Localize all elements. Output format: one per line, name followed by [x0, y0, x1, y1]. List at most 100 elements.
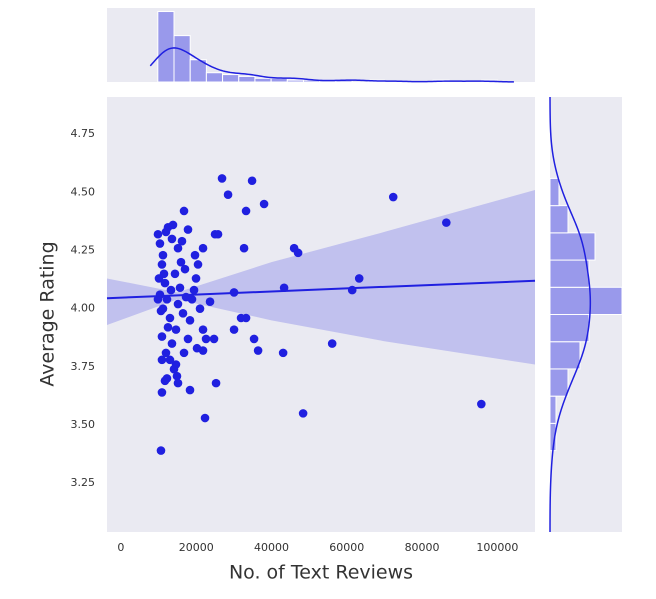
scatter-point [229, 325, 239, 334]
scatter-point [185, 385, 195, 395]
scatter-point [239, 243, 249, 253]
scatter-point [157, 332, 167, 341]
y-axis-label: Average Rating [37, 241, 59, 386]
scatter-point [201, 334, 211, 344]
x-hist-bar [205, 72, 224, 83]
scatter-point [175, 283, 185, 293]
scatter-point [298, 409, 308, 418]
y-tick-label: 4.00 [71, 302, 96, 315]
scatter-point [327, 339, 337, 348]
scatter-point [171, 360, 181, 369]
scatter-point [160, 376, 170, 386]
x-kde-curve [149, 47, 514, 83]
scatter-point [158, 250, 168, 260]
scatter-point [156, 306, 166, 316]
y-hist-bar [549, 368, 569, 397]
y-kde-curve [549, 96, 592, 533]
regression-line [106, 279, 536, 300]
y-tick-label: 4.25 [71, 244, 96, 257]
scatter-point [191, 274, 201, 283]
y-hist-bar [549, 177, 560, 207]
scatter-point [210, 229, 220, 239]
y-hist-bar [549, 259, 590, 288]
scatter-point [157, 355, 167, 365]
scatter-point [176, 257, 186, 267]
x-tick-label: 40000 [254, 541, 289, 554]
scatter-point [154, 274, 164, 283]
scatter-point [185, 316, 195, 325]
scatter-point [198, 325, 208, 334]
scatter-point [156, 446, 166, 455]
scatter-point [278, 348, 288, 358]
x-hist-bar [286, 79, 304, 83]
scatter-point [477, 399, 486, 409]
y-hist-bar [549, 314, 590, 343]
scatter-point [183, 334, 193, 344]
scatter-point [170, 269, 180, 279]
scatter-point [183, 225, 193, 234]
scatter-point [354, 274, 364, 283]
scatter-point [161, 348, 171, 358]
scatter-point [163, 322, 173, 332]
scatter-point [161, 227, 171, 237]
scatter-point [179, 348, 189, 358]
x-hist-bar [157, 11, 175, 83]
scatter-point [172, 371, 182, 381]
scatter-point [166, 285, 176, 295]
x-hist-bar [222, 74, 240, 83]
scatter-point [153, 229, 163, 239]
scatter-point [171, 325, 181, 334]
x-hist-bar [238, 75, 256, 83]
confidence-band [107, 190, 535, 365]
scatter-point [195, 304, 205, 313]
scatter-point [253, 346, 263, 355]
scatter-point [180, 264, 190, 274]
y-hist-bar [549, 232, 596, 261]
x-hist-bar [254, 77, 272, 83]
x-tick-label: 60000 [329, 541, 364, 554]
scatter-point [249, 334, 259, 344]
scatter-point [155, 239, 165, 248]
scatter-point [168, 220, 178, 230]
x-tick-label: 0 [117, 541, 124, 554]
scatter-point [388, 192, 398, 202]
scatter-point [223, 190, 233, 200]
scatter-point [190, 250, 200, 260]
scatter-point [179, 206, 189, 216]
scatter-point [241, 313, 251, 323]
scatter-point [200, 413, 210, 423]
scatter-point [160, 278, 170, 288]
scatter-point [293, 248, 303, 258]
scatter-point [167, 339, 177, 348]
scatter-point [209, 334, 219, 344]
x-tick-label: 80000 [405, 541, 440, 554]
top-marginal-area [107, 8, 535, 82]
scatter-point [165, 355, 175, 365]
scatter-point [157, 260, 167, 269]
scatter-point [241, 206, 251, 216]
x-hist-bar [173, 35, 191, 83]
scatter-point [259, 199, 269, 209]
scatter-point [442, 218, 451, 227]
scatter-point [217, 174, 227, 183]
scatter-point [205, 297, 215, 307]
scatter-point [165, 313, 175, 323]
x-tick-label: 20000 [179, 541, 214, 554]
y-tick-label: 3.50 [71, 418, 96, 431]
scatter-point [162, 295, 172, 304]
scatter-point [193, 260, 203, 269]
scatter-point [187, 295, 197, 304]
scatter-point [198, 243, 208, 253]
scatter-point [157, 388, 167, 397]
scatter-point [178, 309, 188, 318]
scatter-point [177, 236, 187, 246]
scatter-point [198, 346, 208, 355]
plot-area [107, 97, 535, 532]
scatter-point [173, 378, 183, 388]
x-axis-label: No. of Text Reviews [229, 562, 413, 584]
y-tick-label: 3.75 [71, 360, 96, 373]
y-tick-label: 3.25 [71, 476, 96, 489]
y-hist-bar [549, 286, 623, 315]
y-tick-label: 4.75 [71, 127, 96, 140]
